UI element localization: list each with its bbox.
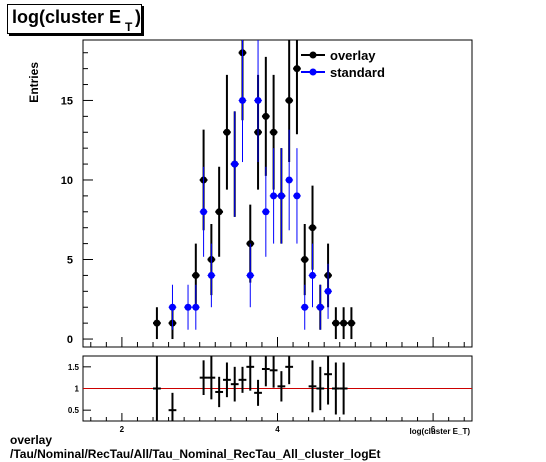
overlay-point	[223, 128, 231, 136]
standard-point	[254, 96, 262, 104]
standard-point	[231, 160, 239, 168]
ratio-x-tick-label: 6	[431, 425, 436, 434]
y-axis-label: Entries	[27, 62, 41, 103]
standard-point	[246, 271, 254, 279]
standard-point	[309, 271, 317, 279]
overlay-point	[309, 224, 317, 232]
y-tick-label: 5	[67, 255, 73, 267]
standard-point	[262, 208, 270, 216]
legend-label-standard: standard	[330, 65, 385, 80]
overlay-point	[293, 65, 301, 73]
overlay-point	[340, 319, 348, 327]
overlay-point	[347, 319, 355, 327]
ratio-y-tick-label: 1.5	[68, 363, 80, 372]
standard-point	[270, 192, 278, 200]
standard-point	[200, 208, 208, 216]
standard-point	[192, 303, 200, 311]
plot-title: log(cluster E T )	[7, 4, 142, 34]
legend: overlay standard	[301, 48, 385, 80]
legend-marker-overlay	[309, 51, 317, 59]
ratio-y-tick-label: 0.5	[68, 406, 80, 415]
standard-point	[277, 192, 285, 200]
legend-label-overlay: overlay	[330, 48, 376, 63]
standard-point	[301, 303, 309, 311]
overlay-point	[332, 319, 340, 327]
footer-path: /Tau/Nominal/RecTau/All/Tau_Nominal_RecT…	[10, 447, 381, 461]
plot-title-close: )	[135, 7, 141, 27]
main-axes-box	[82, 39, 473, 348]
overlay-point	[285, 96, 293, 104]
plot-title-text: log(cluster E	[12, 7, 122, 27]
standard-point	[184, 303, 192, 311]
overlay-point	[215, 208, 223, 216]
standard-point	[316, 303, 324, 311]
standard-point	[285, 176, 293, 184]
ratio-x-axis-label: log(cluster E_T)	[410, 427, 471, 436]
standard-point	[168, 303, 176, 311]
overlay-point	[301, 256, 309, 264]
ratio-x-tick-label: 4	[275, 425, 280, 434]
ratio-y-tick-label: 1	[75, 385, 80, 394]
standard-point	[238, 96, 246, 104]
standard-point	[293, 192, 301, 200]
footer-label: overlay	[10, 433, 53, 447]
y-tick-label: 15	[61, 95, 73, 107]
main-plot-frame: 0 5 10 15 Entries overlay standard	[27, 39, 473, 348]
legend-marker-standard	[309, 68, 317, 76]
overlay-point	[262, 112, 270, 120]
ratio-x-tick-label: 2	[120, 425, 125, 434]
y-tick-label: 10	[61, 175, 73, 187]
standard-point	[207, 271, 215, 279]
y-tick-label: 0	[67, 334, 73, 346]
overlay-point	[270, 128, 278, 136]
overlay-point	[153, 319, 161, 327]
overlay-point	[192, 271, 200, 279]
standard-point	[324, 287, 332, 295]
plot-title-subscript: T	[125, 20, 133, 34]
